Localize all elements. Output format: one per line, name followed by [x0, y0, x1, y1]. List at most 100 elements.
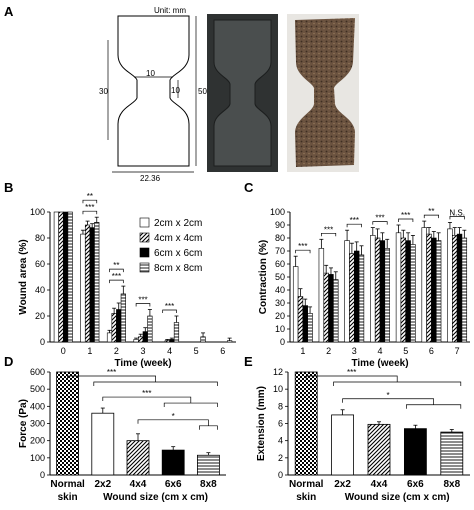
significance-label: *** — [142, 389, 151, 398]
significance-label: *** — [375, 214, 384, 223]
y-tick-label: 200 — [30, 436, 45, 446]
bar — [452, 235, 458, 343]
significance-label: ** — [428, 207, 434, 216]
significance-bracket — [109, 268, 124, 273]
bar — [169, 339, 175, 343]
legend-swatch — [139, 247, 150, 258]
x-tick-label: 5 — [194, 346, 199, 356]
panel-label-a: A — [4, 4, 14, 19]
legend-swatch — [139, 217, 150, 228]
panel-label-b: B — [4, 180, 13, 195]
significance-bracket — [137, 419, 209, 426]
bar — [440, 431, 464, 476]
bar — [349, 253, 355, 343]
significance-label: * — [172, 412, 175, 421]
x-tick-label: 4 — [167, 346, 172, 356]
panel-a: A Unit: mm 10 30 10 50 22.36 — [4, 4, 359, 183]
bar — [133, 339, 139, 343]
y-tick-label: 0 — [280, 337, 285, 347]
significance-bracket — [82, 199, 98, 204]
y-tick-label: 10 — [273, 384, 283, 394]
bar — [94, 222, 100, 343]
bar — [333, 279, 339, 343]
bar — [435, 240, 442, 343]
bar — [323, 272, 329, 343]
bar — [91, 412, 115, 476]
significance-group-bracket — [163, 402, 218, 408]
significance-label: ** — [87, 192, 93, 201]
significance-label: *** — [347, 368, 356, 377]
significance-bracket — [162, 309, 177, 313]
legend-label: 4cm x 4cm — [154, 233, 202, 244]
y-tick-label: 50 — [275, 272, 285, 282]
significance-label: N.S. — [449, 208, 465, 217]
panel-label-c: C — [244, 180, 254, 195]
x-tick-label: 2x2 — [334, 479, 351, 490]
y-tick-label: 400 — [30, 401, 45, 411]
bar — [421, 227, 427, 343]
bar — [294, 371, 318, 476]
y-tick-label: 2 — [278, 453, 283, 463]
bar — [344, 240, 350, 343]
x-tick-label: 2 — [326, 346, 331, 356]
bar — [200, 336, 206, 343]
significance-group-bracket — [199, 425, 218, 430]
x-tick-label: 4x4 — [371, 479, 388, 490]
y-tick-label: 10 — [275, 324, 285, 334]
bar — [161, 449, 185, 476]
x-tick-label: 3 — [140, 346, 145, 356]
significance-bracket — [102, 396, 192, 404]
significance-bracket — [342, 398, 434, 405]
bar — [56, 371, 79, 476]
y-axis-label: Extension (mm) — [256, 386, 267, 461]
y-tick-label: 100 — [270, 207, 285, 217]
x-tick-label: 8x8 — [200, 479, 217, 490]
x-tick-label: 0 — [61, 346, 66, 356]
bar — [106, 332, 113, 343]
significance-label: *** — [401, 211, 410, 220]
y-tick-label: 20 — [275, 311, 285, 321]
panel-label-d: D — [4, 354, 13, 369]
bar — [297, 296, 304, 343]
bar — [318, 248, 325, 343]
bar — [461, 237, 468, 343]
significance-bracket — [398, 218, 414, 222]
y-tick-label: 30 — [275, 298, 285, 308]
y-tick-label: 0 — [40, 470, 45, 480]
y-tick-label: 20 — [35, 311, 45, 321]
bar — [403, 428, 427, 476]
dim-base-width: 22.36 — [140, 174, 161, 183]
bar — [142, 331, 148, 343]
significance-bracket — [305, 375, 398, 382]
significance-bracket — [321, 232, 337, 237]
significance-bracket — [449, 216, 465, 220]
unit-label: Unit: mm — [154, 6, 186, 15]
significance-label: *** — [350, 216, 359, 225]
y-tick-label: 500 — [30, 384, 45, 394]
significance-label: *** — [138, 296, 147, 305]
bar — [367, 423, 391, 476]
x-tick-label: 7 — [455, 346, 460, 356]
y-tick-label: 0 — [278, 470, 283, 480]
significance-bracket — [372, 221, 388, 225]
significance-label: *** — [107, 368, 116, 377]
significance-bracket — [423, 214, 439, 219]
y-tick-label: 6 — [278, 419, 283, 429]
x-tick-label: 6x6 — [407, 479, 424, 490]
significance-bracket — [109, 279, 124, 284]
significance-bracket — [295, 249, 311, 254]
significance-group-bracket — [93, 381, 218, 386]
bar — [164, 340, 170, 343]
x-tick-label: 8x8 — [443, 479, 460, 490]
bar — [84, 224, 91, 343]
bar — [395, 232, 402, 343]
bar — [400, 237, 407, 343]
dim-top-width: 10 — [146, 69, 155, 78]
y-axis-label: Wound area (%) — [18, 239, 29, 314]
bar — [379, 240, 386, 343]
significance-bracket — [67, 375, 156, 382]
significance-bracket — [82, 210, 98, 215]
significance-bracket — [135, 303, 151, 307]
significance-label: ** — [113, 261, 119, 270]
panel-e: E 0 2 4 6 8 10 12 Extension (mm) Normal skin 2x2 4x… — [244, 354, 470, 503]
